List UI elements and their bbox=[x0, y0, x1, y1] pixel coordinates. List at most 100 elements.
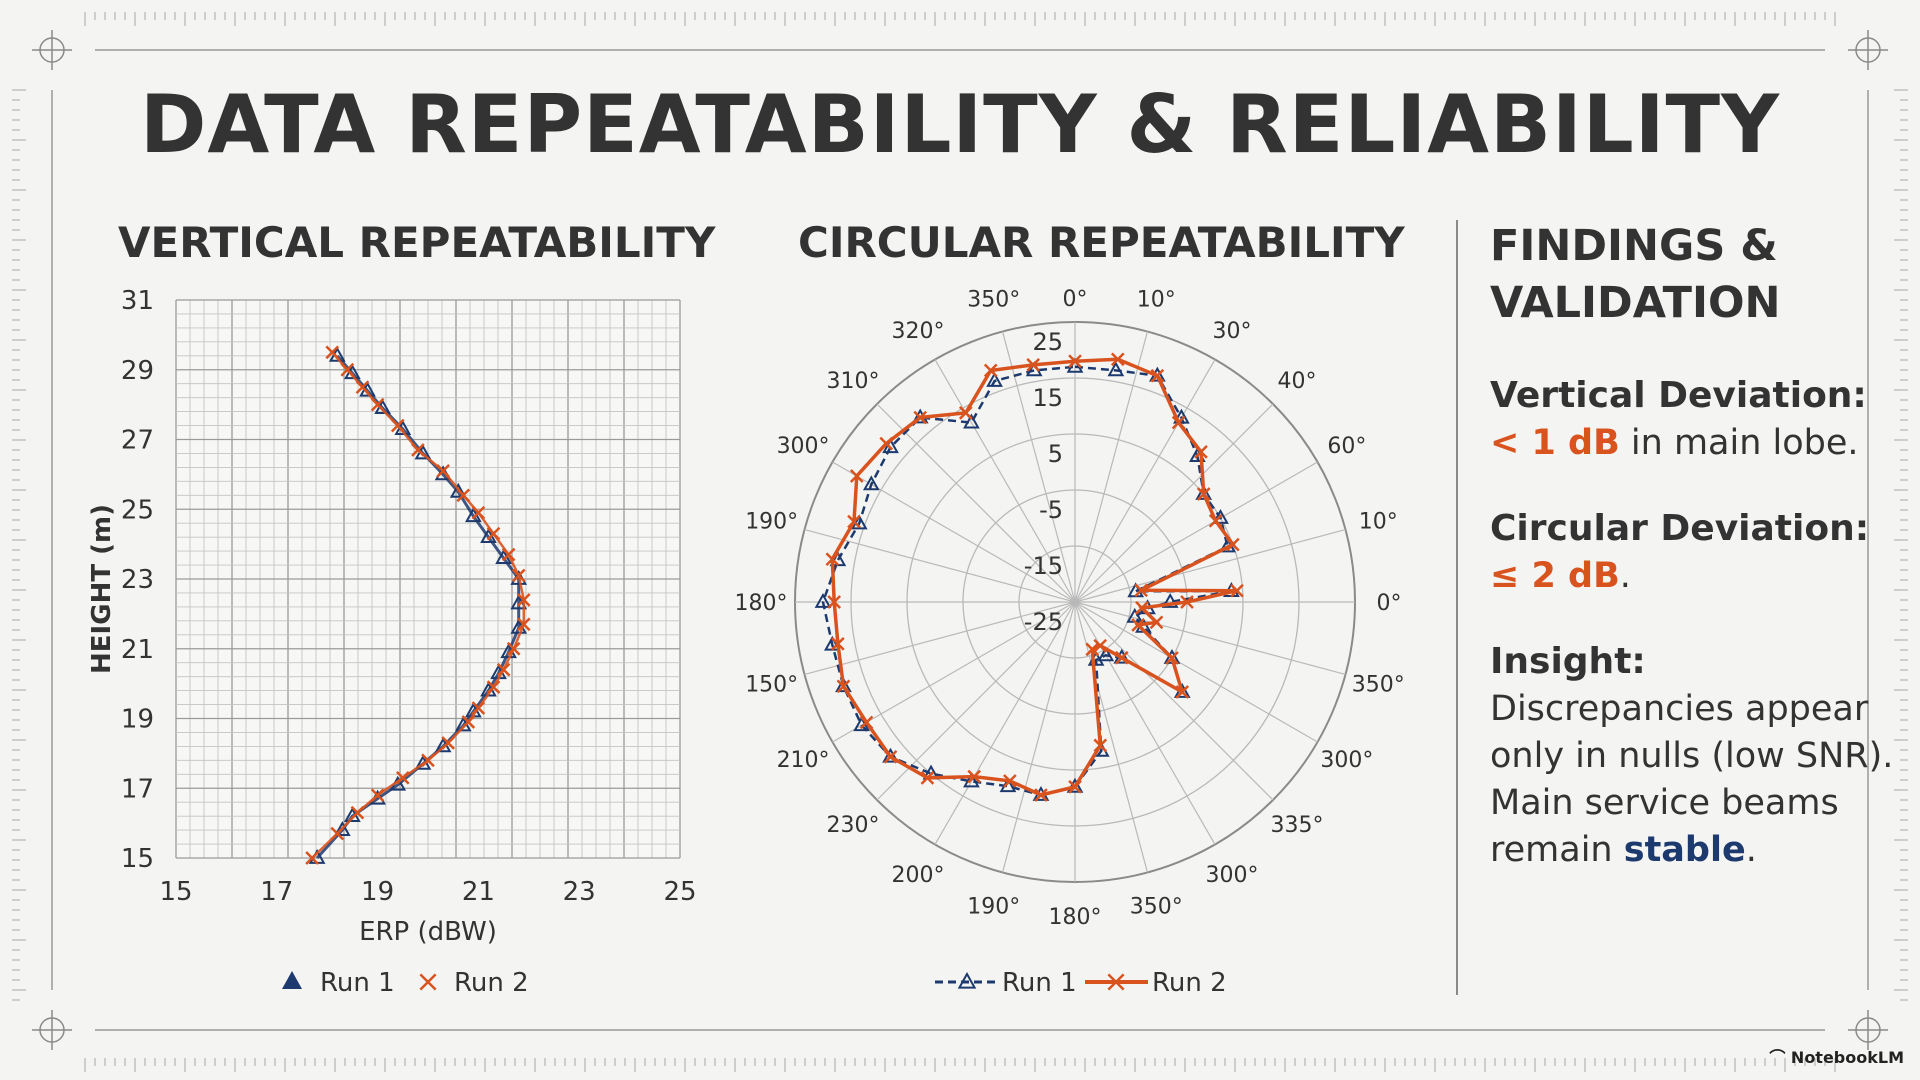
data-point-run-2 bbox=[506, 641, 521, 656]
angle-label: 300° bbox=[1320, 748, 1373, 773]
x-tick-label: 19 bbox=[361, 877, 394, 907]
angle-label: 200° bbox=[892, 863, 945, 888]
data-point-run-2 bbox=[1196, 487, 1211, 501]
data-point-run-2 bbox=[836, 679, 851, 694]
angle-label: 150° bbox=[745, 672, 798, 697]
data-point-run-2 bbox=[1149, 615, 1164, 630]
circular-deviation-rest: . bbox=[1619, 556, 1631, 596]
data-point-run-2 bbox=[1226, 537, 1240, 552]
insight-body: Discrepancies appear only in nulls (low … bbox=[1490, 689, 1894, 870]
angle-label: 190° bbox=[745, 510, 798, 535]
data-point-run-2 bbox=[421, 753, 435, 768]
findings-panel: FINDINGS & VALIDATION Vertical Deviation… bbox=[1490, 218, 1910, 912]
circular-chart-title: CIRCULAR REPEATABILITY bbox=[798, 218, 1405, 267]
insight-text: Discrepancies appear only in nulls (low … bbox=[1490, 686, 1910, 874]
legend-marker-run-2 bbox=[419, 973, 437, 991]
polar-spoke bbox=[1074, 601, 1149, 873]
angle-label: 350° bbox=[1130, 894, 1183, 919]
angle-label: 190° bbox=[967, 894, 1020, 919]
y-tick-label: 17 bbox=[121, 774, 154, 804]
radial-tick-label: 15 bbox=[1032, 384, 1063, 412]
findings-heading-line2: VALIDATION bbox=[1490, 278, 1781, 328]
data-point-run-2 bbox=[827, 595, 842, 609]
angle-label: 300° bbox=[777, 434, 830, 459]
data-point-run-2 bbox=[1003, 774, 1017, 788]
data-point-run-2 bbox=[1135, 601, 1149, 615]
angle-label: 10° bbox=[1137, 288, 1176, 313]
y-axis-label: HEIGHT (m) bbox=[87, 504, 117, 674]
radial-tick-label: -5 bbox=[1039, 496, 1063, 524]
angle-label: 230° bbox=[826, 813, 879, 838]
data-point-run-2 bbox=[1068, 354, 1082, 369]
data-point-run-2 bbox=[1085, 642, 1100, 657]
data-point-run-2 bbox=[1171, 415, 1186, 430]
vertical-chart-title: VERTICAL REPEATABILITY bbox=[118, 218, 716, 267]
frame-decoration bbox=[12, 12, 1908, 1072]
legend-label-run-2: Run 2 bbox=[1152, 968, 1227, 998]
data-point-run-2 bbox=[1026, 358, 1041, 372]
brand-text: NotebookLM bbox=[1790, 1048, 1904, 1067]
data-point-run-2 bbox=[461, 715, 476, 729]
brand-logo-icon: ⌒ bbox=[1769, 1048, 1786, 1067]
data-point-run-1 bbox=[1097, 646, 1115, 662]
data-point-run-2 bbox=[511, 568, 526, 583]
data-point-run-1 bbox=[333, 821, 351, 836]
y-tick-label: 29 bbox=[121, 356, 154, 386]
polar-spoke bbox=[1074, 403, 1274, 603]
data-point-run-2 bbox=[1230, 583, 1244, 598]
data-point-run-1 bbox=[963, 413, 980, 429]
legend-marker-run-1 bbox=[282, 971, 302, 989]
radial-tick-label: -15 bbox=[1024, 552, 1063, 580]
data-point-run-1 bbox=[1161, 592, 1179, 608]
angle-label: 350° bbox=[1352, 672, 1405, 697]
legend-label-run-1: Run 1 bbox=[320, 968, 395, 998]
polar-spoke bbox=[934, 359, 1076, 603]
vertical-deviation-value: < 1 dB bbox=[1490, 423, 1620, 463]
data-point-run-2 bbox=[330, 826, 345, 841]
data-point-run-2 bbox=[501, 547, 516, 562]
angle-label: 210° bbox=[777, 748, 830, 773]
legend-label-run-1: Run 1 bbox=[1002, 968, 1077, 998]
y-tick-label: 19 bbox=[121, 705, 154, 735]
x-tick-label: 21 bbox=[462, 877, 495, 907]
data-point-run-2 bbox=[486, 526, 501, 541]
insight-highlight: stable bbox=[1623, 830, 1746, 870]
polar-spoke bbox=[832, 461, 1076, 603]
polar-spoke bbox=[1001, 601, 1076, 873]
angle-label: 0° bbox=[1063, 287, 1088, 312]
data-point-run-2 bbox=[441, 736, 455, 750]
data-point-run-2 bbox=[370, 397, 385, 412]
data-point-run-2 bbox=[390, 418, 405, 433]
circular-repeatability-chart: 25 15 5 -5 -15 -25 0° 10° 30° 40° 60° 10° 0° 350° 300°… bbox=[735, 287, 1405, 998]
insight-label: Insight: bbox=[1490, 641, 1646, 682]
y-tick-label: 21 bbox=[121, 635, 154, 665]
polar-spoke bbox=[1074, 461, 1318, 603]
legend-marker-run-1 bbox=[957, 971, 977, 989]
data-point-run-2 bbox=[967, 769, 982, 784]
vertical-repeatability-chart: 15 17 19 21 23 25 15 17 19 21 23 25 27 29 31 ERP (dBW) H… bbox=[87, 286, 697, 998]
data-point-run-1 bbox=[882, 747, 899, 763]
angle-label: 300° bbox=[1206, 863, 1259, 888]
data-point-run-2 bbox=[395, 770, 410, 785]
data-point-run-1 bbox=[814, 592, 832, 608]
data-point-run-2 bbox=[825, 552, 840, 567]
angle-label: 320° bbox=[892, 319, 945, 344]
polar-spoke bbox=[934, 601, 1076, 845]
data-point-run-2 bbox=[883, 749, 898, 764]
data-point-run-2 bbox=[350, 805, 365, 820]
circular-deviation-label: Circular Deviation: bbox=[1490, 508, 1870, 549]
angle-label: 180° bbox=[1049, 905, 1102, 930]
data-point-run-2 bbox=[920, 771, 935, 785]
y-tick-label: 25 bbox=[121, 495, 154, 525]
polar-spoke bbox=[1074, 601, 1216, 845]
angle-label: 350° bbox=[967, 288, 1020, 313]
findings-heading: FINDINGS & VALIDATION bbox=[1490, 218, 1910, 332]
data-point-run-2 bbox=[831, 636, 845, 651]
data-point-run-2 bbox=[355, 380, 370, 395]
vertical-deviation-label: Vertical Deviation: bbox=[1490, 375, 1867, 416]
radial-tick-label: 5 bbox=[1048, 440, 1063, 468]
data-point-run-2 bbox=[370, 788, 385, 803]
data-point-run-2 bbox=[496, 662, 511, 677]
data-point-run-2 bbox=[983, 363, 998, 378]
